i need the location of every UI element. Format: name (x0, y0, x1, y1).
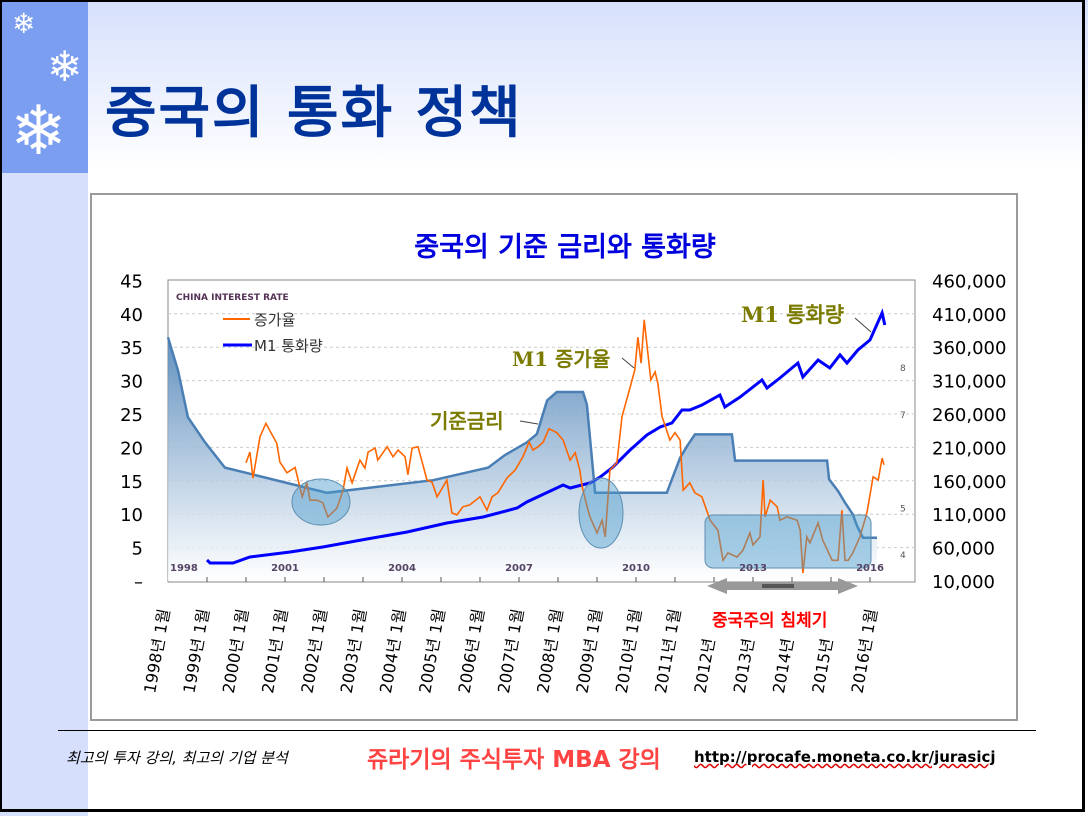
annotation-pointer (519, 420, 539, 425)
x-axis-label: 2000년 1월 (219, 607, 253, 694)
x-axis-label: 1999년 1월 (180, 607, 214, 694)
inner-x-tick: 1998 (170, 563, 198, 574)
x-axis-label: 2015년 (808, 637, 836, 695)
x-axis-label: 2004년 1월 (376, 607, 410, 694)
x-axis-label: 2011년 1월 (651, 607, 685, 694)
left-axis-tick: 40 (120, 305, 143, 326)
left-axis-tick: 10 (120, 505, 143, 526)
inner-x-tick: 2016 (856, 563, 884, 574)
annotation-m1-growth: M1 증가율 (512, 347, 610, 371)
footer-url-link[interactable]: http://procafe.moneta.co.kr/jurasicj (694, 748, 996, 766)
rate-axis-tick: 4 (900, 551, 906, 561)
right-axis-tick: 210,000 (932, 438, 1006, 459)
left-axis-tick: 30 (120, 372, 143, 393)
highlight-2002 (291, 478, 351, 526)
title-background (88, 0, 1088, 170)
inner-x-tick: 2007 (505, 563, 533, 574)
rate-line (166, 336, 877, 539)
highlight-slump (704, 514, 872, 569)
x-axis-label: 2010년 1월 (612, 607, 646, 694)
right-axis-tick: 110,000 (932, 505, 1006, 526)
left-axis-tick: 45 (120, 271, 143, 292)
inner-x-tick: 2013 (739, 563, 767, 574)
left-axis-tick: 35 (120, 338, 143, 359)
footer-brand: 쥬라기의 주식투자 MBA 강의 (367, 747, 661, 773)
annotation-pointer (621, 357, 635, 369)
inner-chart-title: CHINA INTEREST RATE (176, 293, 289, 303)
x-axis-label: 2001년 1월 (258, 607, 292, 694)
right-axis-tick: 360,000 (932, 338, 1006, 359)
x-axis-label: 2014년 (769, 637, 797, 695)
footer-divider (58, 730, 1036, 731)
right-axis-tick: 260,000 (932, 405, 1006, 426)
annotation-slump: 중국주의 침체기 (712, 610, 827, 631)
right-axis-tick: 160,000 (932, 472, 1006, 493)
x-axis-label: 2007년 1월 (494, 607, 528, 694)
snowflake-icon: ❄ (47, 42, 83, 91)
footer-tagline: 최고의 투자 강의, 최고의 기업 분석 (66, 749, 288, 767)
x-axis-label: 2003년 1월 (337, 607, 371, 694)
growth-line (245, 319, 885, 574)
inner-x-tick: 2001 (271, 563, 299, 574)
x-axis-label: 2006년 1월 (455, 607, 489, 694)
x-axis-label: 2016년 1월 (848, 607, 882, 694)
x-axis-label: 1998년 1월 (140, 607, 174, 694)
highlight-2009 (578, 477, 624, 549)
right-axis-tick: 460,000 (932, 271, 1006, 292)
x-axis-label: 2013년 (730, 637, 758, 695)
legend-m1-label: M1 통화량 (254, 337, 323, 355)
annotation-pointer (854, 317, 872, 333)
rate-axis-tick: 5 (900, 504, 906, 514)
x-axis-label: 2012년 (690, 637, 718, 695)
slump-arrow (707, 578, 858, 594)
m1-line (205, 308, 887, 565)
footer-url[interactable]: http://procafe.moneta.co.kr/jurasicj (694, 748, 996, 766)
left-axis-tick: 20 (120, 438, 143, 459)
left-axis-tick: 25 (120, 405, 143, 426)
annotation-rate: 기준금리 (430, 409, 504, 433)
left-axis-tick: 5 (132, 539, 143, 560)
right-axis-tick: 310,000 (932, 372, 1006, 393)
x-axis-label: 2009년 1월 (573, 607, 607, 694)
right-axis-tick: 60,000 (932, 539, 995, 560)
slide-title: 중국의 통화 정책 (105, 81, 523, 146)
x-axis-label: 2005년 1월 (415, 607, 449, 694)
rate-axis-tick: 8 (900, 364, 906, 374)
chart-title: 중국의 기준 금리와 통화량 (414, 232, 716, 263)
right-axis-tick: 10,000 (932, 572, 995, 593)
right-axis-tick: 410,000 (932, 305, 1006, 326)
left-axis-tick: 15 (120, 472, 143, 493)
snowflake-icon: ❄ (10, 92, 67, 171)
rate-axis-tick: 7 (900, 411, 906, 421)
annotation-m1: M1 통화량 (741, 302, 844, 327)
snowflake-panel: ❄ ❄ ❄ (0, 0, 88, 173)
inner-x-tick: 2004 (388, 563, 416, 574)
left-axis-tick: – (134, 572, 143, 593)
snowflake-icon: ❄ (12, 7, 36, 40)
legend-growth-label: 증가율 (254, 311, 295, 329)
x-axis-label: 2002년 1월 (297, 607, 331, 694)
rate-area (168, 337, 878, 581)
x-axis-label: 2008년 1월 (533, 607, 567, 694)
inner-x-tick: 2010 (622, 563, 650, 574)
